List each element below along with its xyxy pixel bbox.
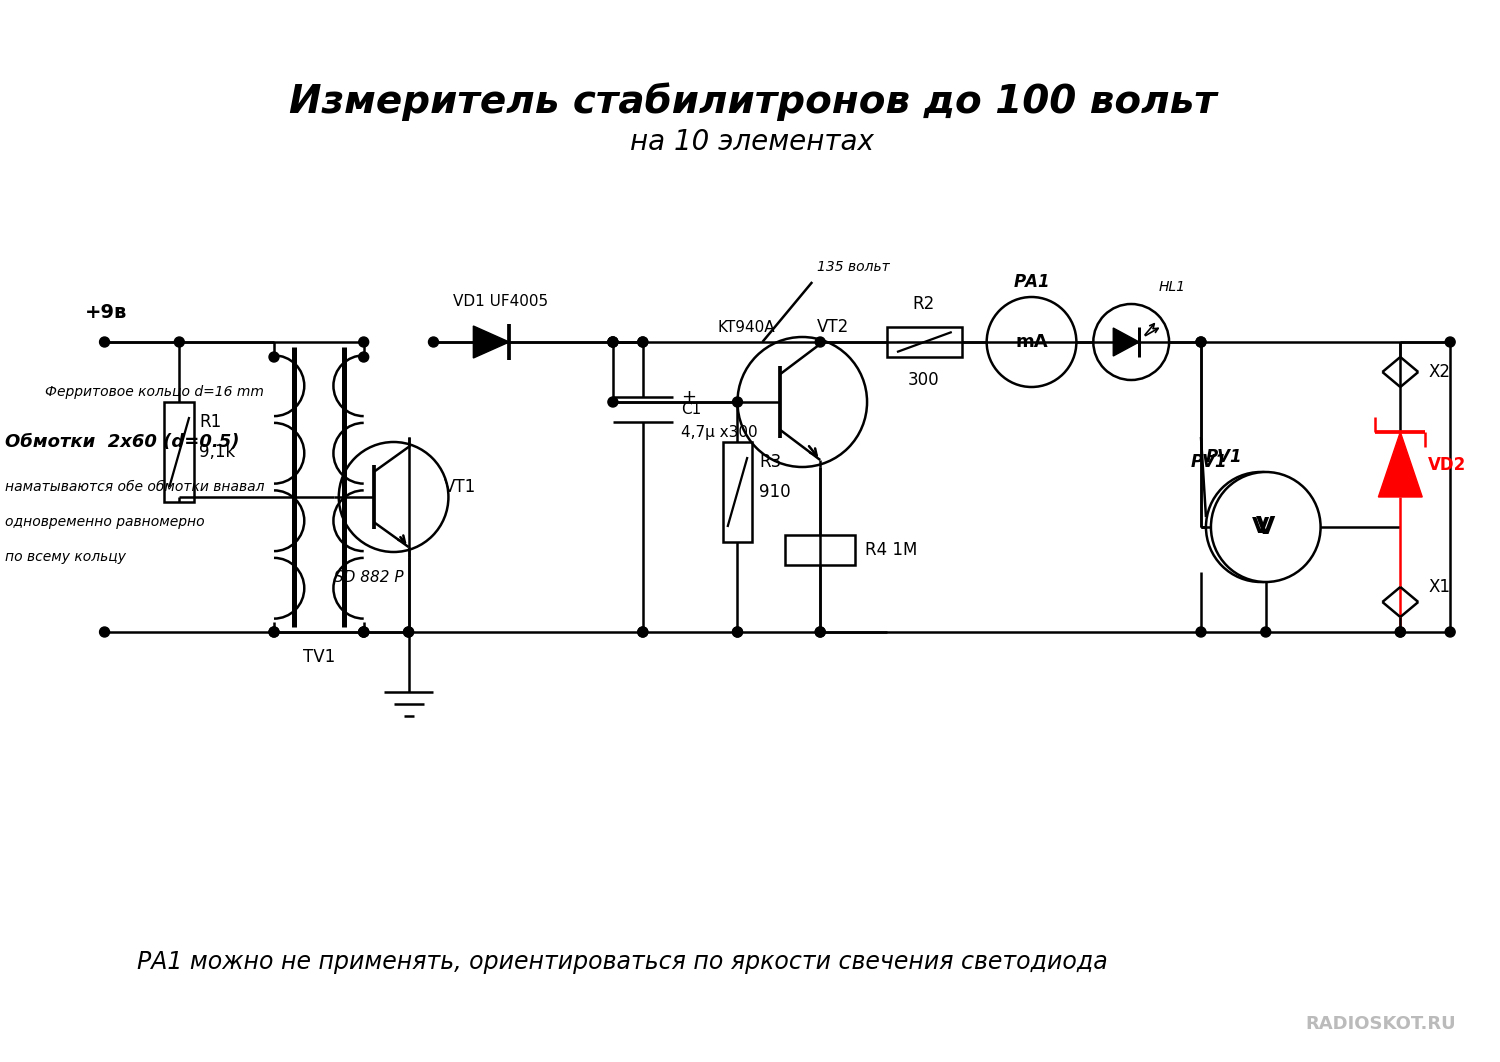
Circle shape — [358, 627, 369, 637]
Text: X2: X2 — [1428, 363, 1450, 381]
Circle shape — [99, 337, 109, 347]
Text: Ферритовое кольцо d=16 mm: Ферритовое кольцо d=16 mm — [45, 386, 264, 399]
Circle shape — [1262, 627, 1270, 637]
Polygon shape — [1378, 432, 1422, 497]
Circle shape — [268, 627, 279, 637]
Text: PV1: PV1 — [1191, 453, 1227, 472]
Polygon shape — [1113, 328, 1138, 356]
Text: X1: X1 — [1428, 578, 1450, 596]
Text: +9в: +9в — [84, 303, 128, 322]
Circle shape — [608, 397, 618, 407]
Circle shape — [638, 337, 648, 347]
Text: V: V — [1256, 515, 1275, 539]
Bar — [165, 402, 195, 502]
Circle shape — [268, 352, 279, 362]
Circle shape — [638, 337, 648, 347]
Circle shape — [1444, 337, 1455, 347]
Circle shape — [732, 397, 742, 407]
Circle shape — [174, 337, 184, 347]
Circle shape — [358, 352, 369, 362]
Circle shape — [608, 337, 618, 347]
Circle shape — [358, 627, 369, 637]
Circle shape — [1196, 627, 1206, 637]
Circle shape — [1210, 472, 1320, 582]
Text: PV1: PV1 — [1206, 448, 1242, 466]
Circle shape — [1395, 627, 1406, 637]
Bar — [786, 535, 855, 565]
Circle shape — [1395, 627, 1406, 637]
Text: на 10 элементах: на 10 элементах — [630, 129, 874, 156]
Text: HL1: HL1 — [1160, 280, 1186, 294]
Text: VT2: VT2 — [818, 318, 849, 336]
Text: +: + — [681, 388, 696, 406]
Text: одновременно равномерно: одновременно равномерно — [4, 515, 204, 529]
Circle shape — [1196, 337, 1206, 347]
Polygon shape — [474, 326, 508, 358]
Bar — [886, 327, 962, 357]
Text: VD1 UF4005: VD1 UF4005 — [453, 294, 549, 309]
Bar — [723, 442, 753, 542]
Text: РА1: РА1 — [1013, 273, 1050, 291]
Text: VT1: VT1 — [444, 478, 476, 496]
Text: 910: 910 — [759, 483, 790, 501]
Text: 9,1k: 9,1k — [200, 443, 236, 461]
Text: C1: C1 — [681, 402, 700, 417]
Circle shape — [815, 337, 825, 347]
Circle shape — [404, 627, 414, 637]
Text: SD 882 P: SD 882 P — [334, 569, 404, 584]
Circle shape — [732, 627, 742, 637]
Text: наматываются обе обмотки внавал: наматываются обе обмотки внавал — [4, 480, 264, 494]
Text: RADIOSKOT.RU: RADIOSKOT.RU — [1305, 1015, 1455, 1033]
Text: РА1 можно не применять, ориентироваться по яркости свечения светодиода: РА1 можно не применять, ориентироваться … — [138, 950, 1108, 974]
Text: 4,7μ х300: 4,7μ х300 — [681, 425, 758, 440]
Text: VD2: VD2 — [1428, 456, 1467, 474]
Circle shape — [99, 627, 109, 637]
Circle shape — [268, 627, 279, 637]
Circle shape — [608, 337, 618, 347]
Circle shape — [815, 627, 825, 637]
Text: R4 1M: R4 1M — [865, 541, 918, 559]
Text: KT940А: KT940А — [717, 320, 776, 335]
Text: R3: R3 — [759, 453, 782, 472]
Circle shape — [404, 627, 414, 637]
Circle shape — [429, 337, 438, 347]
Circle shape — [815, 627, 825, 637]
Text: по всему кольцу: по всему кольцу — [4, 550, 126, 564]
Text: Измеритель стабилитронов до 100 вольт: Измеритель стабилитронов до 100 вольт — [288, 83, 1216, 121]
Circle shape — [732, 627, 742, 637]
Circle shape — [608, 337, 618, 347]
Text: R1: R1 — [200, 413, 222, 431]
Text: 135 вольт: 135 вольт — [818, 260, 890, 274]
Circle shape — [1196, 337, 1206, 347]
Text: V: V — [1252, 517, 1269, 537]
Text: 300: 300 — [908, 371, 939, 389]
Circle shape — [358, 337, 369, 347]
Text: mA: mA — [1016, 333, 1048, 352]
Circle shape — [638, 627, 648, 637]
Circle shape — [638, 627, 648, 637]
Circle shape — [1444, 627, 1455, 637]
Circle shape — [358, 627, 369, 637]
Text: Обмотки  2х60 (d=0.5): Обмотки 2х60 (d=0.5) — [4, 433, 240, 451]
Text: TV1: TV1 — [303, 648, 334, 666]
Text: R2: R2 — [914, 295, 934, 313]
